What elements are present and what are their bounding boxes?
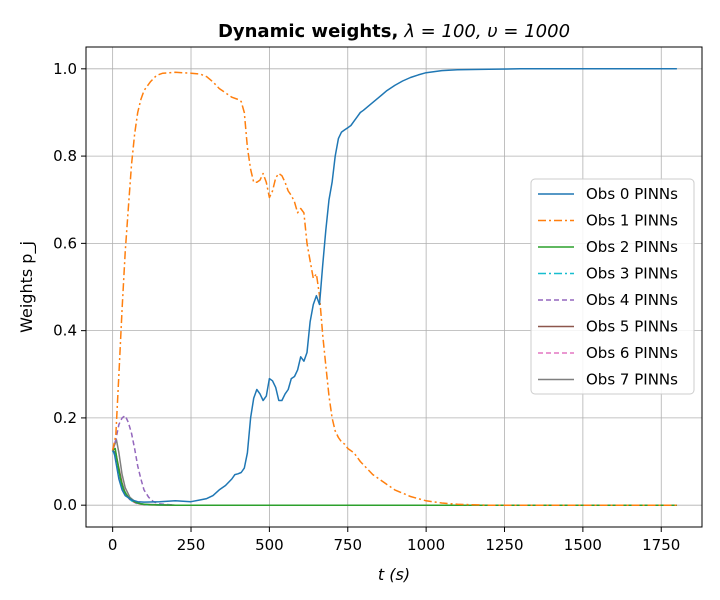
- legend-label: Obs 3 PINNs: [586, 265, 678, 283]
- series-line-obs-4: [111, 414, 677, 506]
- x-tick-label: 500: [255, 536, 284, 554]
- legend-label: Obs 4 PINNs: [586, 291, 678, 309]
- x-axis-ticks: 0 250 500 750 1000 1250 1500 1750: [108, 527, 680, 554]
- legend: Obs 0 PINNs Obs 1 PINNs Obs 2 PINNs Obs 3 P…: [530, 178, 695, 395]
- x-tick-label: 1000: [407, 536, 445, 554]
- plot-frame: [85, 46, 703, 528]
- y-tick-label: 0.2: [53, 409, 77, 427]
- x-tick-label: 250: [177, 536, 206, 554]
- series-line-obs-0: [111, 68, 677, 503]
- legend-label: Obs 5 PINNs: [586, 318, 678, 336]
- y-tick-label: 0.6: [53, 234, 77, 252]
- y-tick-label: 0.0: [53, 496, 77, 514]
- legend-label: Obs 1 PINNs: [586, 212, 678, 230]
- legend-label: Obs 7 PINNs: [586, 371, 678, 389]
- x-tick-label: 0: [108, 536, 118, 554]
- chart-title-math: λ = 100, υ = 1000: [403, 21, 570, 42]
- legend-label: Obs 6 PINNs: [586, 344, 678, 362]
- x-tick-label: 1250: [485, 536, 523, 554]
- x-tick-label: 750: [333, 536, 362, 554]
- y-tick-label: 0.8: [53, 147, 77, 165]
- x-axis-label: t (s): [378, 565, 410, 584]
- y-tick-label: 0.4: [53, 322, 77, 340]
- chart-title-bold: Dynamic weights,: [218, 21, 398, 42]
- chart-title: Dynamic weights, λ = 100, υ = 1000: [218, 21, 570, 42]
- legend-label: Obs 0 PINNs: [586, 185, 678, 203]
- x-tick-label: 1750: [642, 536, 680, 554]
- y-tick-label: 1.0: [53, 60, 77, 78]
- plot-series: [111, 68, 677, 506]
- legend-label: Obs 2 PINNs: [586, 238, 678, 256]
- legend-box: [530, 178, 695, 395]
- y-axis-ticks: 0.0 0.2 0.4 0.6 0.8 1.0: [53, 60, 86, 514]
- y-axis-label: Weights p_j: [17, 241, 37, 333]
- x-tick-label: 1500: [564, 536, 602, 554]
